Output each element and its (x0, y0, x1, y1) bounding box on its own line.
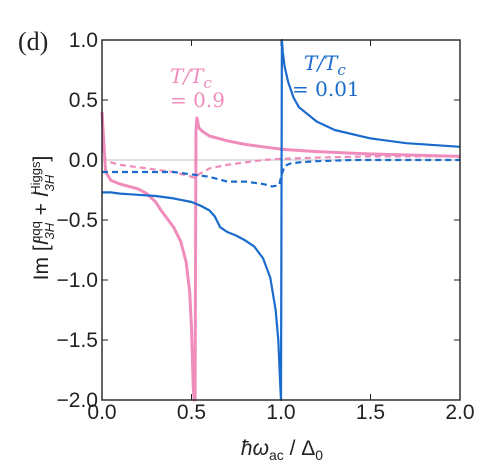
annotation-blue-line2: = 0.01 (292, 77, 360, 101)
series-line-blue-solid (102, 38, 461, 402)
y-tick-label: 0.5 (69, 89, 98, 112)
series-line-pink-solid (100, 111, 461, 402)
axis-ticks: 0.0 0.5 1.0 1.5 2.0 1.0 0.5 0.0 −0.5 −1.0 −1.5 −2.0 (57, 29, 475, 424)
series-line-blue-dashed (102, 158, 460, 188)
y-tick-label: 0.0 (69, 149, 98, 172)
series-layer (100, 38, 461, 402)
annotation-blue-sub: c (337, 61, 346, 79)
annotation-blue-ratio: T/T (304, 51, 339, 75)
y-tick-label: −0.5 (57, 209, 98, 232)
y-tick-label: −2.0 (57, 389, 98, 412)
plot-frame (101, 39, 461, 401)
y-tick-label: −1.0 (57, 269, 98, 292)
series-line-pink-dashed (100, 145, 460, 180)
x-tick-label: 1.0 (266, 401, 295, 424)
y-tick-label: 1.0 (69, 29, 98, 52)
annotation-pink-line2: = 0.9 (170, 88, 225, 112)
panel-label: (d) (18, 27, 48, 56)
y-tick-label: −1.5 (57, 329, 98, 352)
x-tick-label: 0.5 (177, 401, 206, 424)
annotation-pink-line1: T/Tc (170, 64, 212, 92)
y-axis-label: Im [I3Hqqq + I3HHiggs] (28, 156, 57, 281)
annotation-pink-sub: c (203, 74, 212, 92)
annotation-pink-ratio: T/T (170, 64, 205, 88)
x-tick-label: 2.0 (445, 401, 474, 424)
annotation-blue-line1: T/Tc (304, 51, 346, 79)
x-axis-label: ħωac / Δ0 (241, 437, 323, 463)
x-tick-label: 0.0 (87, 401, 116, 424)
x-tick-label: 1.5 (356, 401, 385, 424)
